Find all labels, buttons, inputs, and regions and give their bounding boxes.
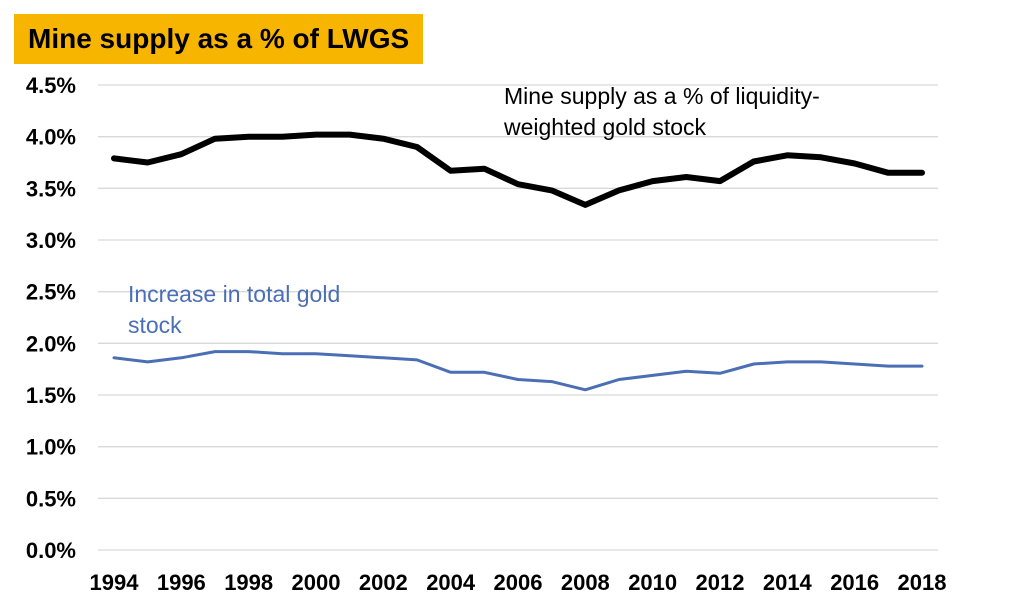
y-tick-label: 2.0%	[26, 331, 76, 356]
series-labels: Mine supply as a % of liquidity-weighted…	[128, 83, 820, 338]
x-tick-label: 2006	[494, 570, 543, 595]
y-tick-label: 3.0%	[26, 228, 76, 253]
x-tick-label: 2008	[561, 570, 610, 595]
series-line-1	[111, 131, 925, 208]
x-axis-ticks: 1994 1996 1998 2000 2002 2004 2006 2008 2010 2012…	[90, 570, 947, 595]
x-tick-label: 1994	[90, 570, 140, 595]
y-tick-label: 3.5%	[26, 176, 76, 201]
series-label-2: Increase in total gold	[128, 281, 340, 307]
x-tick-label: 2016	[830, 570, 879, 595]
y-tick-label: 4.0%	[26, 125, 76, 150]
x-tick-label: 2004	[426, 570, 476, 595]
y-tick-label: 1.0%	[26, 435, 76, 460]
x-tick-label: 2010	[628, 570, 677, 595]
series-line-2	[112, 350, 924, 392]
x-tick-label: 2000	[292, 570, 341, 595]
y-tick-label: 1.5%	[26, 383, 76, 408]
chart-title-box: Mine supply as a % of LWGS	[14, 14, 424, 64]
y-tick-label: 0.0%	[26, 538, 76, 563]
series-label-2: stock	[128, 312, 182, 338]
series-label-1: Mine supply as a % of liquidity-	[504, 83, 820, 109]
y-axis-ticks: 0.0% 0.5% 1.0% 1.5% 2.0% 2.5% 3.0% 3.5% 4.0% 4.5%	[26, 73, 76, 563]
x-tick-label: 1996	[157, 570, 206, 595]
x-tick-label: 2012	[696, 570, 745, 595]
x-tick-label: 2002	[359, 570, 408, 595]
y-tick-label: 0.5%	[26, 486, 76, 511]
series-lines	[111, 131, 925, 392]
x-tick-label: 1998	[224, 570, 273, 595]
y-tick-label: 2.5%	[26, 280, 76, 305]
x-tick-label: 2018	[898, 570, 947, 595]
chart-title: Mine supply as a % of LWGS	[28, 23, 410, 54]
x-tick-label: 2014	[763, 570, 813, 595]
y-tick-label: 4.5%	[26, 73, 76, 98]
series-label-1: weighted gold stock	[503, 114, 707, 140]
gridlines	[98, 84, 938, 551]
